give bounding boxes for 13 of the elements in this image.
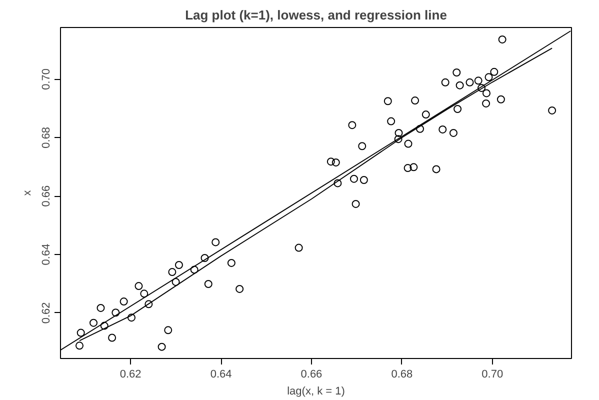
x-axis-title: lag(x, k = 1) — [287, 386, 345, 398]
x-tick-label: 0.70 — [482, 368, 504, 380]
y-tick-label: 0.62 — [40, 302, 52, 324]
y-tick-label: 0.70 — [40, 68, 52, 90]
y-axis-title: x — [22, 190, 34, 196]
y-tick-label: 0.64 — [40, 244, 52, 266]
chart-title: Lag plot (k=1), lowess, and regression line — [185, 8, 447, 22]
x-tick-label: 0.66 — [300, 368, 322, 380]
y-tick-label: 0.68 — [40, 126, 52, 148]
y-tick-label: 0.66 — [40, 185, 52, 207]
x-tick-label: 0.68 — [391, 368, 413, 380]
x-tick-label: 0.62 — [120, 368, 142, 380]
x-tick-label: 0.64 — [210, 368, 232, 380]
